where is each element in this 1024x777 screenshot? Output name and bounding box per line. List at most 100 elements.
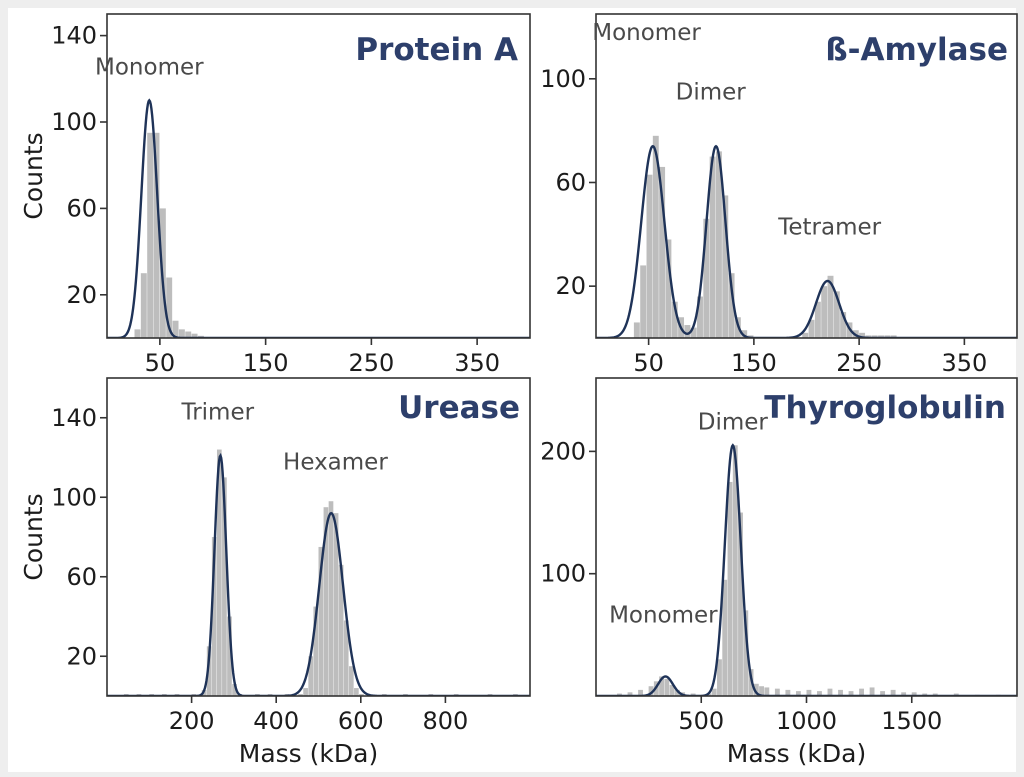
y-tick-label: 200 [540, 437, 586, 465]
histogram-bar [627, 692, 633, 696]
histogram-bar [953, 693, 959, 696]
histogram-bar [684, 325, 691, 338]
histogram-bar [722, 195, 729, 338]
histogram-bar [711, 688, 717, 696]
histogram-bar [764, 687, 770, 696]
x-tick-label: 200 [169, 707, 215, 735]
histogram-bar [172, 320, 179, 338]
histogram-bar [871, 335, 878, 338]
histogram-bar [211, 537, 217, 696]
plot-area [596, 135, 1017, 338]
fit-curve [107, 452, 530, 696]
histogram-bar [178, 329, 185, 338]
histogram-bar [333, 513, 339, 696]
histogram-bar [732, 445, 738, 696]
histogram-bar [348, 666, 354, 696]
histogram-bar [669, 684, 675, 696]
histogram-bar [206, 646, 212, 696]
histogram-bar [703, 218, 710, 338]
peak-label: Tetramer [777, 214, 881, 240]
histogram-bar [833, 291, 840, 338]
histogram-bar [166, 277, 173, 338]
histogram-bar [697, 296, 703, 338]
histogram-bar [901, 692, 907, 696]
x-tick-label: 250 [836, 349, 882, 377]
histogram-bar [738, 512, 743, 696]
histogram-bar [859, 332, 866, 338]
panel-title: ß-Amylase [825, 32, 1008, 68]
y-axis-title: Counts [19, 132, 48, 219]
y-tick-label: 20 [66, 281, 97, 309]
panel-urease: 20 60 100 140 200 400 600 800 Urease Counts Mass (… [19, 377, 531, 768]
histogram-bar [359, 694, 364, 696]
histogram-bar [802, 332, 809, 338]
panel-beta-amylase: 20 60 100 50 150 250 350 ß-Amylase Monomer Dimer T… [540, 13, 1018, 377]
x-tick-label: 1000 [776, 707, 837, 735]
histogram-bar [638, 689, 643, 696]
y-tick-label: 60 [66, 194, 97, 222]
panel-title: Protein A [355, 32, 518, 68]
x-tick-label: 600 [338, 707, 384, 735]
x-tick-label: 50 [145, 349, 176, 377]
histogram-bar [140, 273, 147, 338]
panel-frame [595, 13, 1018, 339]
histogram-bar [185, 331, 192, 338]
histogram-bar [840, 312, 847, 338]
histogram-bar [646, 174, 653, 338]
peak-label: Monomer [592, 20, 701, 46]
histogram-bar [659, 166, 666, 338]
histogram-bar [878, 335, 884, 338]
histogram-bar [671, 301, 678, 338]
histogram-bar [222, 477, 227, 696]
panel-title: Thyroglobulin [764, 390, 1006, 426]
histogram-bar [717, 659, 722, 696]
plot-area [107, 449, 530, 696]
histogram-bar [648, 686, 654, 696]
x-tick-label: 50 [633, 349, 664, 377]
y-tick-label: 60 [66, 563, 97, 591]
peak-label: Dimer [676, 80, 747, 106]
panel-title: Urease [398, 390, 520, 426]
histogram-bar [890, 689, 896, 696]
histogram-bar [727, 481, 733, 696]
histogram-bar [323, 507, 329, 696]
histogram-bar [869, 687, 875, 696]
histogram-bar [134, 329, 141, 338]
y-tick-label: 100 [51, 483, 97, 511]
histogram-bar [814, 301, 821, 338]
histogram-bar [741, 330, 748, 338]
fit-curve [596, 443, 1017, 696]
histogram-bar [728, 273, 735, 338]
y-tick-label: 20 [66, 642, 97, 670]
histogram-bar [795, 691, 801, 696]
histogram-bar [659, 676, 665, 696]
histogram-bar [664, 678, 670, 696]
y-tick-label: 100 [540, 560, 586, 588]
histogram-bar [338, 564, 344, 696]
histogram-bar [147, 132, 154, 338]
peak-label: Monomer [95, 54, 204, 80]
histogram-bar [785, 689, 791, 696]
histogram-bar [690, 693, 696, 696]
x-tick-label: 500 [678, 707, 724, 735]
histogram-bar [838, 689, 843, 696]
histogram-bar [848, 691, 854, 696]
histogram-bar [890, 335, 897, 338]
histogram-bar [859, 688, 864, 696]
y-axis-title: Counts [19, 493, 48, 580]
x-tick-label: 400 [253, 707, 299, 735]
histogram-bar [227, 616, 232, 696]
plot-area [107, 98, 530, 338]
y-tick-label: 100 [540, 65, 586, 93]
panel-protein-a: 20 60 100 140 50 150 250 350 Protein A Counts Mono… [19, 13, 531, 377]
histogram-bar [743, 610, 749, 696]
histogram-bar [817, 691, 822, 696]
histogram-bar [709, 156, 716, 338]
histogram-bar [354, 688, 359, 696]
peak-label: Monomer [609, 603, 718, 629]
y-tick-label: 100 [51, 108, 97, 136]
figure-background [8, 8, 1016, 772]
histogram-bar [303, 688, 308, 696]
x-tick-label: 150 [731, 349, 777, 377]
histogram-bar [328, 501, 334, 696]
